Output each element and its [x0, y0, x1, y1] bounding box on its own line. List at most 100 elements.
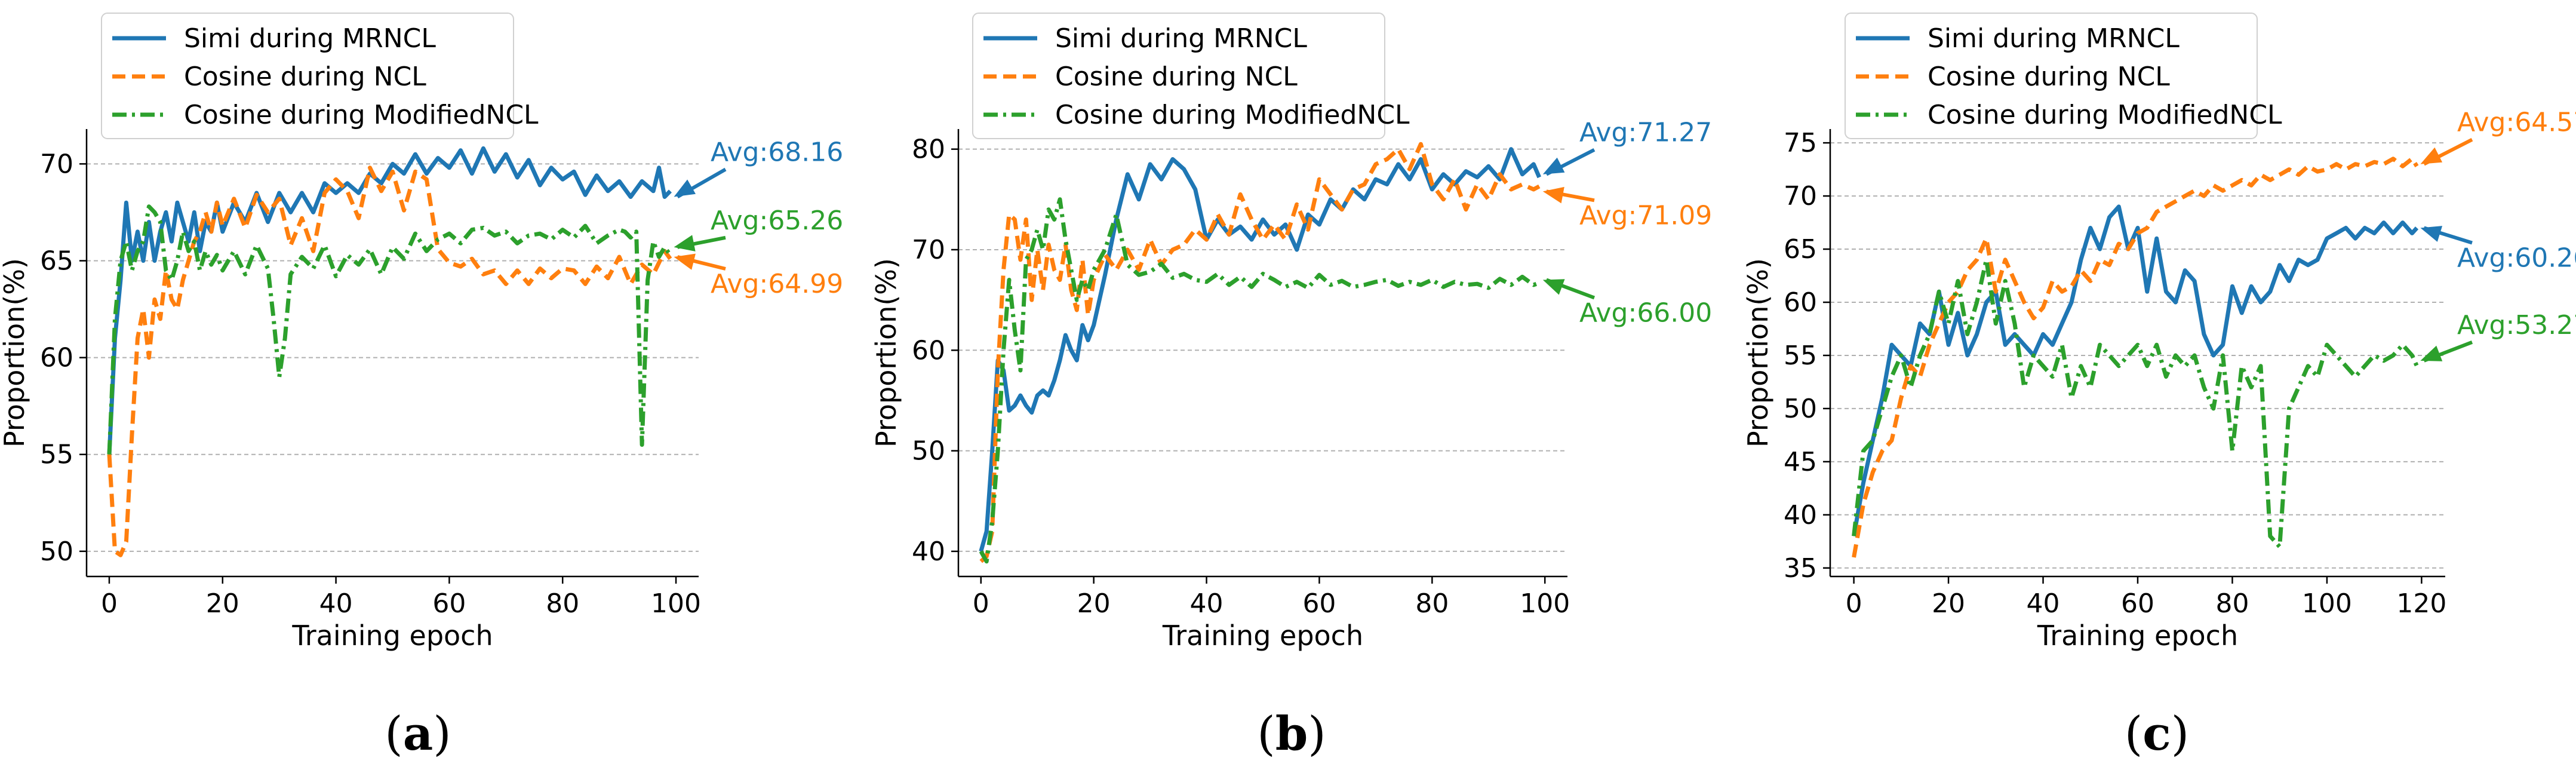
- annotation-arrowhead: [2420, 345, 2443, 361]
- annotation-arrowhead: [1542, 186, 1564, 204]
- legend: Simi during MRNCL Cosine during NCL Cosine…: [1845, 13, 2282, 139]
- x-tick-label: 40: [2027, 588, 2060, 619]
- annotation-label: Avg:64.57: [2457, 108, 2576, 138]
- legend-label: Simi during MRNCL: [184, 23, 436, 54]
- x-axis-label: Training epoch: [291, 619, 493, 652]
- x-tick-label: 80: [1415, 588, 1449, 619]
- series-line-mrncl: [1852, 204, 2419, 537]
- y-tick-label: 35: [1784, 553, 1817, 584]
- x-tick-label: 80: [2215, 588, 2249, 619]
- x-tick-label: 60: [1302, 588, 1336, 619]
- annotation-arrowhead: [1542, 279, 1565, 295]
- legend-label: Cosine during NCL: [1928, 62, 2170, 92]
- x-tick-label: 100: [1520, 588, 1570, 619]
- chart-panel-c: 35 40 45 50 55 60 65 70 75 0 20 40 60 80 100 120 Trainin…: [1742, 13, 2576, 761]
- x-tick-label: 20: [1932, 588, 1965, 619]
- series-line-modncl: [1852, 257, 2419, 549]
- legend-box: [972, 13, 1385, 139]
- legend-label: Simi during MRNCL: [1055, 23, 1307, 54]
- y-tick-label: 40: [1784, 500, 1817, 530]
- legend-label: Cosine during ModifiedNCL: [184, 100, 539, 130]
- y-axis-label: Proportion(%): [870, 258, 902, 447]
- legend-label: Cosine during NCL: [1055, 62, 1298, 92]
- legend-label: Cosine during ModifiedNCL: [1928, 100, 2282, 130]
- chart-panel-b: 40 50 60 70 80 0 20 40 60 80 100 Training epoch Prop…: [870, 13, 1712, 761]
- x-axis-label: Training epoch: [2037, 619, 2238, 652]
- annotation-label: Avg:64.99: [711, 269, 843, 299]
- x-tick-label: 20: [206, 588, 239, 619]
- x-tick-label: 0: [101, 588, 118, 619]
- legend-box: [101, 13, 514, 139]
- panel-label: (b): [1257, 707, 1326, 761]
- y-tick-label: 55: [40, 440, 73, 470]
- y-tick-label: 60: [912, 335, 945, 366]
- panel-paren-close: ): [1308, 707, 1326, 761]
- series-line-ncl: [1852, 157, 2419, 558]
- y-tick-label: 50: [912, 436, 945, 467]
- annotation-label: Avg:60.26: [2457, 243, 2576, 273]
- annotation-label: Avg:68.16: [711, 137, 843, 167]
- y-tick-label: 70: [912, 235, 945, 265]
- annotation-arrowhead: [2420, 147, 2443, 164]
- y-tick-label: 50: [1784, 394, 1817, 424]
- annotation-label: Avg:65.26: [711, 205, 843, 236]
- x-tick-label: 120: [2396, 588, 2446, 619]
- x-axis-label: Training epoch: [1162, 619, 1363, 652]
- y-tick-label: 65: [1784, 234, 1817, 265]
- series-line-ncl: [979, 142, 1541, 563]
- panel-paren-open: (: [2125, 707, 2142, 761]
- panel-paren-open: (: [385, 707, 402, 761]
- panel-letter: a: [403, 707, 434, 761]
- x-tick-label: 60: [432, 588, 466, 619]
- x-tick-label: 60: [2121, 588, 2154, 619]
- legend: Simi during MRNCL Cosine during NCL Cosine…: [101, 13, 539, 139]
- x-tick-label: 20: [1077, 588, 1111, 619]
- legend-label: Cosine during ModifiedNCL: [1055, 100, 1410, 130]
- y-tick-label: 60: [1784, 287, 1817, 318]
- y-tick-label: 50: [40, 536, 73, 567]
- y-tick-label: 60: [40, 343, 73, 373]
- annotation-arrowhead: [674, 253, 696, 270]
- x-tick-label: 0: [973, 588, 989, 619]
- y-tick-label: 45: [1784, 447, 1817, 477]
- annotation-label: Avg:53.27: [2457, 310, 2576, 341]
- chart-panel-a: 50 55 60 65 70 0 20 40 60 80 100 Training epoch Prop…: [0, 13, 843, 761]
- annotation-arrowhead: [674, 179, 696, 197]
- panel-label: (c): [2125, 707, 2189, 761]
- x-tick-label: 100: [651, 588, 701, 619]
- series-line-mrncl: [107, 146, 672, 455]
- panel-paren-close: ): [2171, 707, 2189, 761]
- annotation-arrowhead: [1542, 157, 1565, 174]
- y-axis-label: Proportion(%): [1742, 258, 1774, 447]
- series-line-ncl: [107, 165, 672, 557]
- y-axis-label: Proportion(%): [0, 258, 30, 447]
- y-tick-label: 80: [912, 134, 945, 165]
- x-tick-label: 0: [1846, 588, 1862, 619]
- annotation-label: Avg:66.00: [1579, 297, 1712, 328]
- annotation-arrowhead: [2420, 226, 2443, 242]
- annotation-arrowhead: [674, 235, 696, 251]
- annotation-label: Avg:71.27: [1579, 118, 1712, 148]
- y-tick-label: 40: [912, 536, 945, 567]
- y-tick-label: 70: [40, 149, 73, 179]
- x-tick-label: 40: [319, 588, 353, 619]
- panel-letter: c: [2142, 707, 2171, 761]
- x-tick-label: 100: [2302, 588, 2352, 619]
- y-tick-label: 65: [40, 246, 73, 276]
- series-line-modncl: [979, 197, 1540, 564]
- panel-paren-close: ): [433, 707, 451, 761]
- y-tick-label: 55: [1784, 341, 1817, 371]
- legend: Simi during MRNCL Cosine during NCL Cosine…: [972, 13, 1410, 139]
- x-tick-label: 40: [1190, 588, 1224, 619]
- annotation-label: Avg:71.09: [1579, 200, 1712, 231]
- panel-label: (a): [385, 707, 451, 761]
- panel-letter: b: [1275, 707, 1308, 761]
- y-tick-label: 75: [1784, 128, 1817, 158]
- legend-label: Simi during MRNCL: [1928, 23, 2180, 54]
- panel-paren-open: (: [1257, 707, 1275, 761]
- legend-label: Cosine during NCL: [184, 62, 426, 92]
- legend-box: [1845, 13, 2258, 139]
- y-tick-label: 70: [1784, 181, 1817, 211]
- x-tick-label: 80: [546, 588, 579, 619]
